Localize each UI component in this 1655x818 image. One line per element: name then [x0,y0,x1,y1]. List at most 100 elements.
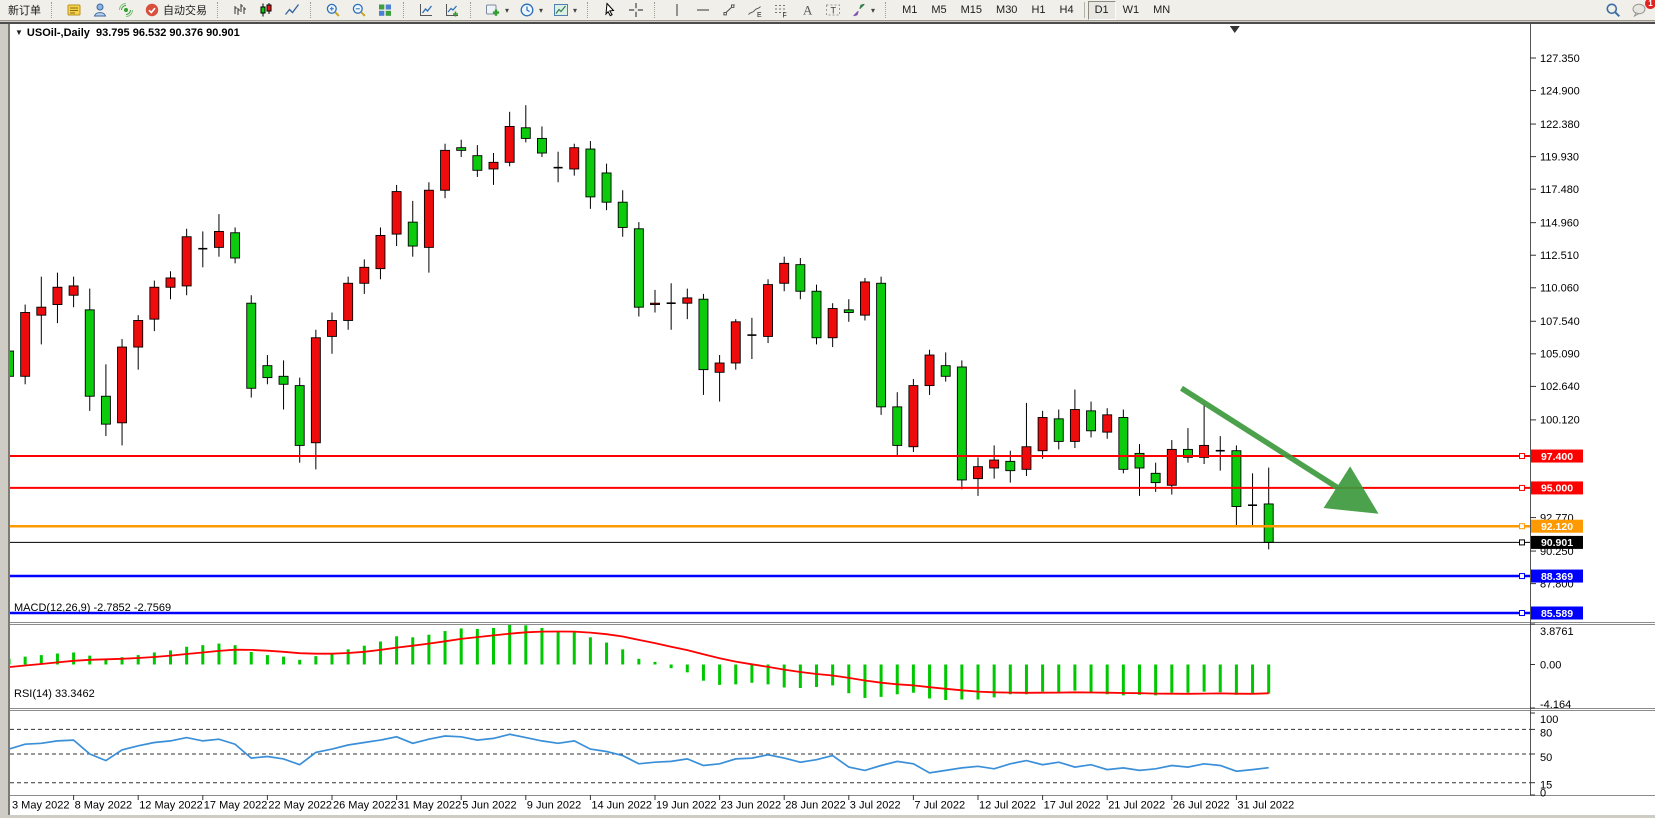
svg-text:92.120: 92.120 [1541,521,1573,533]
svg-text:114.960: 114.960 [1540,217,1579,229]
svg-text:23 Jun 2022: 23 Jun 2022 [721,800,782,812]
market-watch-button[interactable] [61,0,87,21]
cursor-icon [602,2,618,18]
chart-canvas[interactable]: 127.350 124.900 122.380 119.930 117.480 114.9… [10,24,1655,815]
svg-text:17 Jul 2022: 17 Jul 2022 [1044,800,1101,812]
toolbar-separator [217,2,224,18]
profile-button[interactable] [87,0,113,21]
zoom-in-button[interactable] [320,0,346,21]
svg-text:119.930: 119.930 [1540,151,1579,163]
svg-text:19 Jun 2022: 19 Jun 2022 [656,800,717,812]
svg-text:124.900: 124.900 [1540,85,1580,97]
svg-text:85.589: 85.589 [1541,608,1573,620]
timeframe-button-M30[interactable]: M30 [996,3,1018,16]
search-icon [1605,2,1621,18]
tline-icon [721,2,737,18]
arrows-tool-button[interactable]: ▾ [846,0,880,21]
svg-text:A: A [803,3,813,18]
fibonacci-tool-button[interactable]: F [768,0,794,21]
toolbar-separator [885,2,892,18]
macd-indicator-label: MACD(12,26,9) -2.7852 -2.7569 [14,602,171,614]
chevron-down-icon[interactable]: ▼ [15,28,23,37]
svg-text:0.00: 0.00 [1540,659,1561,671]
periods-menu-button[interactable]: ▾ [514,0,548,21]
rsi-name: RSI(14) [14,688,52,700]
svg-text:102.640: 102.640 [1540,381,1580,393]
toolbar-divider [0,22,1655,24]
crosshair-icon [628,2,644,18]
fibo-icon: F [773,2,789,18]
svg-text:-4.164: -4.164 [1540,699,1571,711]
text-label-tool-button[interactable]: T [820,0,846,21]
autotrade-icon [144,2,160,18]
svg-text:107.540: 107.540 [1540,316,1580,328]
new-indicator-window-button[interactable] [439,0,465,21]
notifications-button[interactable]: 1 [1626,0,1655,21]
svg-text:21 Jul 2022: 21 Jul 2022 [1108,800,1165,812]
svg-text:0: 0 [1540,788,1546,800]
toolbar-separator [587,2,594,18]
new-order-button[interactable]: 新订单 [3,0,46,21]
channel-icon: E [747,2,763,18]
hline-icon [695,2,711,18]
timeframe-button-MN[interactable]: MN [1153,3,1171,16]
toolbar-separator [310,2,317,18]
text-tool-button[interactable]: A [794,0,820,21]
svg-text:50: 50 [1540,752,1552,764]
search-button[interactable] [1600,0,1626,21]
chat-icon [1631,2,1647,18]
dropdown-caret-icon: ▾ [573,5,578,15]
svg-text:15: 15 [1540,780,1552,792]
auto-trading-button[interactable]: 自动交易 [139,0,212,21]
dropdown-caret-icon: ▾ [505,5,510,15]
zoom-out-button[interactable] [346,0,372,21]
bar-chart-mode-button[interactable] [227,0,253,21]
svg-text:117.480: 117.480 [1540,184,1579,196]
svg-text:9 Jun 2022: 9 Jun 2022 [527,800,581,812]
signals-button[interactable] [113,0,139,21]
textA-icon: A [799,2,815,18]
timeframe-divider [1083,2,1085,18]
timeframe-button-M1[interactable]: M1 [902,3,918,16]
svg-text:5 Jun 2022: 5 Jun 2022 [462,800,516,812]
add-indicator-button[interactable]: ▾ [480,0,514,21]
toolbar-separator [654,2,661,18]
timeframe-button-H1[interactable]: H1 [1031,3,1046,16]
line-chart-mode-button[interactable] [279,0,305,21]
radar-icon [118,2,134,18]
timeframe-button-M15[interactable]: M15 [960,3,983,16]
tile-windows-button[interactable] [372,0,398,21]
svg-text:31 Jul 2022: 31 Jul 2022 [1237,800,1294,812]
svg-text:3 Jul 2022: 3 Jul 2022 [850,800,901,812]
svg-text:110.060: 110.060 [1540,283,1579,295]
auto-arrange-button[interactable] [413,0,439,21]
svg-text:26 May 2022: 26 May 2022 [333,800,397,812]
labelT-icon: T [825,2,841,18]
svg-text:95.000: 95.000 [1541,483,1573,495]
svg-text:80: 80 [1540,727,1552,739]
horizontal-line-tool-button[interactable] [690,0,716,21]
timeframe-button-D1[interactable]: D1 [1087,0,1116,20]
chart-window: 127.350 124.900 122.380 119.930 117.480 114.9… [8,24,1655,815]
timeframe-button-H4[interactable]: H4 [1059,3,1074,16]
chart-title: ▼ USOil-,Daily 93.795 96.532 90.376 90.90… [15,27,240,39]
timeframe-button-W1[interactable]: W1 [1122,3,1140,16]
crosshair-tool-button[interactable] [623,0,649,21]
toolbar-separator [470,2,477,18]
svg-text:28 Jun 2022: 28 Jun 2022 [785,800,846,812]
trendline-tool-button[interactable] [716,0,742,21]
svg-text:14 Jun 2022: 14 Jun 2022 [591,800,652,812]
indup-icon [418,2,434,18]
vertical-line-tool-button[interactable] [664,0,690,21]
equidistant-channel-tool-button[interactable]: E [742,0,768,21]
addind-icon [485,2,501,18]
timeframe-button-M5[interactable]: M5 [931,3,947,16]
templates-button[interactable]: ▾ [548,0,582,21]
dropdown-caret-icon: ▾ [539,5,544,15]
candlestick-mode-button[interactable] [253,0,279,21]
toolbar-separator [51,2,58,18]
cursor-tool-button[interactable] [597,0,623,21]
zoomout-icon [351,2,367,18]
indplus-icon [444,2,460,18]
